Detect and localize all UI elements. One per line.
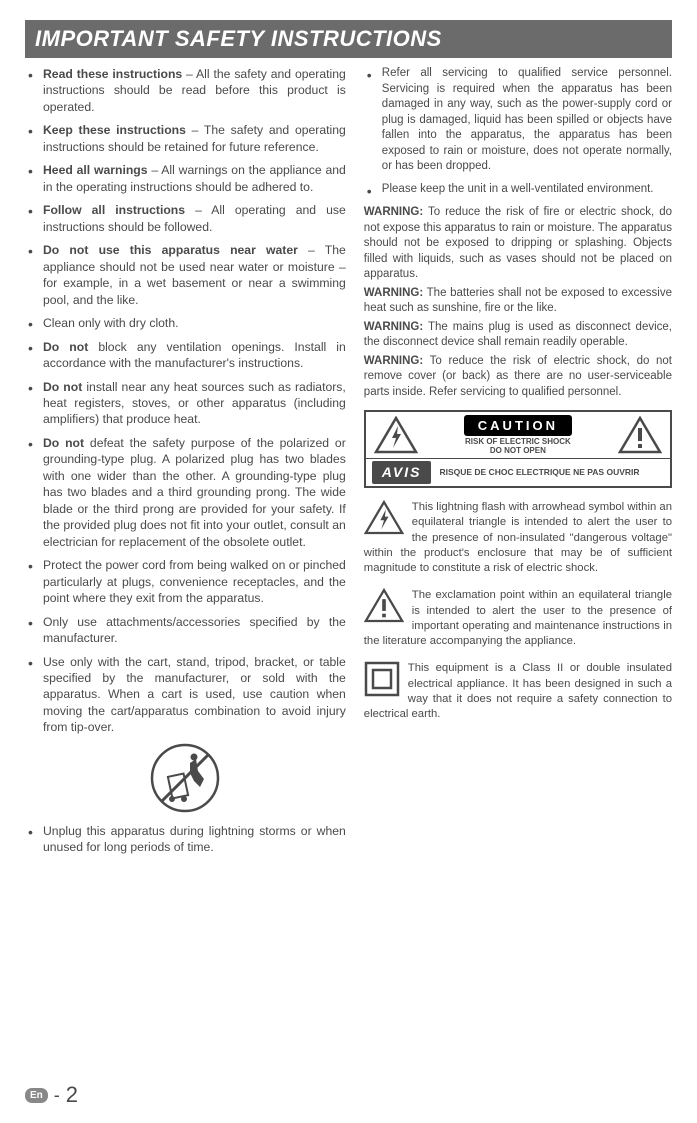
avis-text: RISQUE DE CHOC ELECTRIQUE NE PAS OUVRIR (439, 468, 639, 477)
item-rest: Protect the power cord from being walked… (43, 558, 346, 605)
caution-row-bottom: AVIS RISQUE DE CHOC ELECTRIQUE NE PAS OU… (366, 459, 670, 486)
page-container: IMPORTANT SAFETY INSTRUCTIONS Read these… (0, 0, 697, 863)
list-item: Only use attachments/accessories specifi… (25, 614, 346, 647)
list-item: Protect the power cord from being walked… (25, 557, 346, 606)
lightning-icon (364, 500, 404, 535)
bold-lead: Do not (43, 436, 84, 450)
caution-label: CAUTION (464, 415, 572, 437)
list-item: Do not install near any heat sources suc… (25, 379, 346, 428)
footer-dash: - (54, 1085, 60, 1106)
class2-text: This equipment is a Class II or double i… (364, 662, 672, 720)
content-columns: Read these instructions – All the safety… (25, 66, 672, 863)
item-rest: install near any heat sources such as ra… (43, 380, 346, 427)
list-item: Keep these instructions – The safety and… (25, 122, 346, 155)
class2-paragraph: This equipment is a Class II or double i… (364, 661, 672, 722)
exclaim-paragraph: The exclamation point within an equilate… (364, 588, 672, 649)
class2-icon-wrap (364, 661, 400, 702)
list-item: Do not defeat the safety purpose of the … (25, 435, 346, 550)
bold-lead: Keep these instructions (43, 123, 186, 137)
cart-tipover-icon (150, 743, 220, 813)
warning-label: WARNING: (364, 206, 423, 218)
bold-lead: Read these instructions (43, 67, 182, 81)
warning-paragraph: WARNING: To reduce the risk of electric … (364, 354, 672, 401)
list-item: Please keep the unit in a well-ventilate… (364, 182, 672, 198)
item-rest: Use only with the cart, stand, tripod, b… (43, 655, 346, 735)
caution-sub: RISK OF ELECTRIC SHOCK DO NOT OPEN (465, 438, 571, 456)
lang-badge: En (25, 1088, 48, 1103)
exclaim-triangle-icon (618, 416, 662, 454)
item-rest: defeat the safety purpose of the polariz… (43, 436, 346, 549)
exclaim-icon (364, 588, 404, 623)
item-rest: block any ventilation openings. Install … (43, 340, 346, 370)
bold-lead: Heed all warnings (43, 163, 148, 177)
item-rest: Please keep the unit in a well-ventilate… (382, 183, 654, 195)
left-list-after: Unplug this apparatus during lightning s… (25, 823, 346, 856)
list-item: Unplug this apparatus during lightning s… (25, 823, 346, 856)
item-rest: Refer all servicing to qualified service… (382, 67, 672, 172)
list-item: Refer all servicing to qualified service… (364, 66, 672, 175)
list-item: Read these instructions – All the safety… (25, 66, 346, 115)
lightning-paragraph: This lightning flash with arrowhead symb… (364, 500, 672, 576)
lightning-triangle-cell (366, 412, 426, 458)
warning-paragraph: WARNING: To reduce the risk of fire or e… (364, 205, 672, 283)
caution-sub2: DO NOT OPEN (490, 446, 546, 455)
left-column: Read these instructions – All the safety… (25, 66, 346, 863)
item-rest: Only use attachments/accessories specifi… (43, 615, 346, 645)
warning-block: WARNING: To reduce the risk of fire or e… (364, 205, 672, 400)
lightning-triangle-icon (374, 416, 418, 454)
exclaim-triangle-cell (610, 412, 670, 458)
list-item: Clean only with dry cloth. (25, 315, 346, 331)
left-list: Read these instructions – All the safety… (25, 66, 346, 736)
warning-label: WARNING: (364, 321, 423, 333)
bold-lead: Follow all instructions (43, 203, 185, 217)
lightning-text: This lightning flash with arrowhead symb… (364, 501, 672, 574)
list-item: Do not use this apparatus near water – T… (25, 242, 346, 308)
warning-label: WARNING: (364, 287, 423, 299)
caution-sub1: RISK OF ELECTRIC SHOCK (465, 437, 571, 446)
warning-label: WARNING: (364, 355, 423, 367)
page-number: 2 (66, 1082, 78, 1108)
lightning-icon-wrap (364, 500, 404, 540)
list-item: Heed all warnings – All warnings on the … (25, 162, 346, 195)
list-item: Follow all instructions – All operating … (25, 202, 346, 235)
warning-paragraph: WARNING: The mains plug is used as disco… (364, 320, 672, 351)
bold-lead: Do not (43, 380, 82, 394)
avis-label: AVIS (372, 461, 432, 484)
warning-paragraph: WARNING: The batteries shall not be expo… (364, 286, 672, 317)
class2-icon (364, 661, 400, 697)
item-rest: Clean only with dry cloth. (43, 316, 178, 330)
caution-center: CAUTION RISK OF ELECTRIC SHOCK DO NOT OP… (426, 412, 610, 458)
caution-row-top: CAUTION RISK OF ELECTRIC SHOCK DO NOT OP… (366, 412, 670, 459)
list-item: Do not block any ventilation openings. I… (25, 339, 346, 372)
page-footer: En - 2 (25, 1082, 78, 1108)
right-list: Refer all servicing to qualified service… (364, 66, 672, 197)
list-item: Use only with the cart, stand, tripod, b… (25, 654, 346, 736)
exclaim-icon-wrap (364, 588, 404, 628)
exclaim-text: The exclamation point within an equilate… (364, 589, 672, 647)
item-rest: Unplug this apparatus during lightning s… (43, 824, 346, 854)
bold-lead: Do not (43, 340, 88, 354)
caution-box: CAUTION RISK OF ELECTRIC SHOCK DO NOT OP… (364, 410, 672, 488)
header-title: IMPORTANT SAFETY INSTRUCTIONS (25, 20, 672, 58)
right-column: Refer all servicing to qualified service… (364, 66, 672, 863)
bold-lead: Do not use this apparatus near water (43, 243, 298, 257)
